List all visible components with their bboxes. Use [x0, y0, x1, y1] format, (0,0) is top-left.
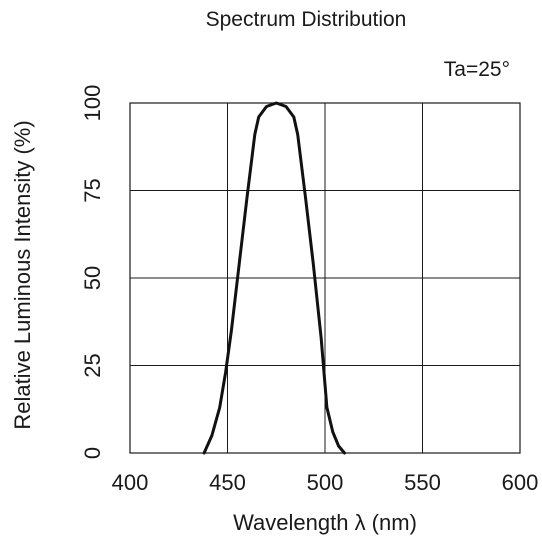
y-tick-labels: 0 25 50 75 100: [80, 85, 105, 459]
x-tick-label: 600: [502, 470, 539, 495]
curve-layer: [202, 101, 346, 455]
temperature-annotation: Ta=25°: [444, 58, 510, 81]
y-tick-label: 100: [80, 85, 105, 122]
y-tick-label: 75: [80, 178, 105, 202]
x-tick-label: 400: [112, 470, 149, 495]
x-axis-label: Wavelength λ (nm): [233, 510, 417, 535]
chart-title: Spectrum Distribution: [206, 8, 407, 31]
y-axis-label: Relative Luminous Intensity (%): [10, 120, 35, 429]
x-tick-labels: 400 450 500 550 600: [112, 470, 539, 495]
plot-frame: [129, 102, 521, 454]
grid-lines: [130, 103, 520, 453]
x-tick-label: 500: [307, 470, 344, 495]
y-tick-label: 0: [80, 447, 105, 459]
y-tick-label: 50: [80, 266, 105, 290]
x-tick-label: 450: [209, 470, 246, 495]
spectrum-curve: [202, 101, 346, 455]
y-tick-label: 25: [80, 353, 105, 377]
x-tick-label: 550: [404, 470, 441, 495]
